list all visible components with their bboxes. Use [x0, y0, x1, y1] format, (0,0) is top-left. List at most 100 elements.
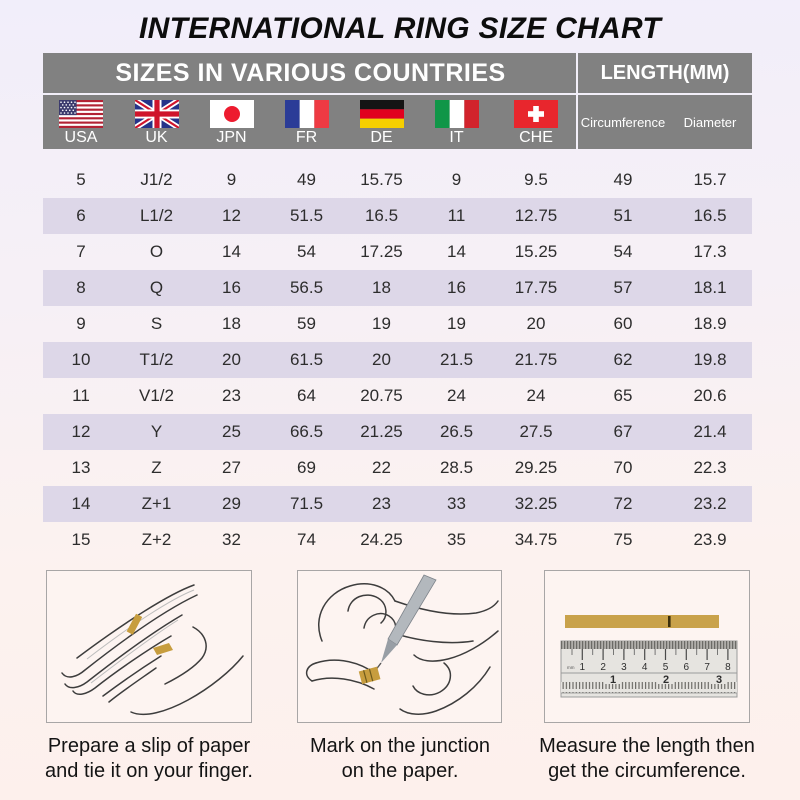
ring-size-table: SIZES IN VARIOUS COUNTRIES LENGTH(MM)	[43, 53, 752, 558]
table-cell: 12	[71, 422, 91, 441]
table-row: 9 S 18 59 19 19 20 60 18.9	[43, 306, 752, 342]
table-cell: 75	[613, 530, 633, 549]
table-cell: 18	[222, 314, 241, 333]
svg-text:8: 8	[725, 662, 731, 673]
country-label-jpn: JPN	[216, 129, 247, 146]
svg-text:3: 3	[621, 662, 627, 673]
table-cell: 19	[447, 314, 466, 333]
table-cell: 16.5	[364, 206, 399, 225]
table-cell: 29.25	[514, 458, 558, 477]
table-cell: 32.25	[514, 494, 558, 513]
table-cell: 17.3	[693, 242, 727, 261]
instruction-caption-1: Prepare a slip of paper and tie it on yo…	[19, 734, 279, 784]
svg-text:6: 6	[684, 662, 690, 673]
table-cell: 20.75	[360, 386, 403, 405]
table-cell: 20	[526, 314, 546, 333]
flag-germany-icon	[359, 100, 404, 128]
table-cell: 21.25	[360, 422, 403, 441]
caption-line: on the paper.	[341, 760, 459, 782]
table-cell: 21.75	[514, 350, 558, 369]
table-cell: Q	[149, 278, 164, 297]
table-cell: 5	[76, 170, 86, 189]
table-cell: 27.5	[519, 422, 553, 441]
table-cell: 14	[222, 242, 241, 261]
country-label-uk: UK	[145, 129, 168, 146]
table-cell: 23	[222, 386, 241, 405]
table-cell: 67	[613, 422, 633, 441]
svg-text:mm: mm	[567, 665, 575, 670]
table-row: 10 T1/2 20 61.5 20 21.5 21.75 62 19.8	[43, 342, 752, 378]
table-row: 15 Z+2 32 74 24.25 35 34.75 75 23.9	[43, 522, 752, 558]
table-body: 5 J1/2 9 49 15.75 9 9.5 49 15.7 6 L1/2 12 51.5 16.5 11…	[43, 162, 752, 558]
table-cell: 64	[297, 386, 316, 405]
table-cell: 24	[526, 386, 546, 405]
table-header-groups: SIZES IN VARIOUS COUNTRIES LENGTH(MM)	[43, 53, 752, 95]
table-cell: 18.1	[693, 278, 727, 297]
table-cell: 32	[222, 530, 241, 549]
table-cell: 29	[222, 494, 241, 513]
table-row: 11 V1/2 23 64 20.75 24 24 65 20.6	[43, 378, 752, 414]
table-cell: 13	[71, 458, 91, 477]
column-header-it: IT	[419, 95, 494, 149]
table-cell: 17.75	[514, 278, 558, 297]
table-cell: 15	[71, 530, 91, 549]
table-cell: 15.7	[693, 170, 727, 189]
countries-group-header: SIZES IN VARIOUS COUNTRIES	[115, 58, 506, 87]
flag-switzerland-icon	[514, 100, 558, 128]
table-cell: 49	[297, 170, 316, 189]
table-cell: 21.5	[439, 350, 474, 369]
table-cell: 24.25	[360, 530, 403, 549]
caption-line: get the circumference.	[548, 760, 746, 782]
table-cell: 61.5	[289, 350, 324, 369]
table-cell: 21.4	[693, 422, 727, 441]
table-cell: J1/2	[140, 170, 173, 189]
table-cell: 18	[372, 278, 391, 297]
flag-italy-icon	[434, 100, 479, 128]
table-cell: 57	[613, 278, 633, 297]
svg-text:3: 3	[716, 674, 722, 686]
svg-text:2: 2	[600, 662, 606, 673]
table-cell: 19.8	[693, 350, 727, 369]
column-header-jpn: JPN	[194, 95, 269, 149]
table-cell: 14	[71, 494, 91, 513]
country-label-de: DE	[370, 129, 393, 146]
table-cell: 54	[297, 242, 316, 261]
table-cell: 74	[297, 530, 316, 549]
caption-line: and tie it on your finger.	[45, 760, 253, 782]
flag-uk-icon	[134, 100, 179, 128]
table-cell: 35	[447, 530, 466, 549]
table-cell: 11	[447, 206, 466, 225]
table-column-header-row: USA UK JPN	[43, 95, 752, 149]
caption-line: Prepare a slip of paper	[47, 735, 251, 757]
table-cell: 9	[226, 170, 237, 189]
table-cell: 15.25	[514, 242, 558, 261]
table-cell: 19	[372, 314, 391, 333]
table-cell: 9	[451, 170, 462, 189]
instruction-box-2	[297, 570, 502, 723]
table-row: 5 J1/2 9 49 15.75 9 9.5 49 15.7	[43, 162, 752, 198]
table-row: 14 Z+1 29 71.5 23 33 32.25 72 23.2	[43, 486, 752, 522]
table-cell: Z	[151, 458, 162, 477]
table-cell: 54	[613, 242, 633, 261]
caption-line: Measure the length then	[539, 735, 755, 757]
table-cell: Y	[150, 422, 163, 441]
table-cell: 6	[76, 206, 86, 225]
table-row: 7 O 14 54 17.25 14 15.25 54 17.3	[43, 234, 752, 270]
table-cell: 24	[447, 386, 466, 405]
header-vertical-divider	[576, 53, 578, 149]
svg-text:1: 1	[580, 662, 586, 673]
instruction-caption-3: Measure the length then get the circumfe…	[522, 734, 772, 784]
svg-text:2: 2	[663, 674, 669, 686]
table-row: 12 Y 25 66.5 21.25 26.5 27.5 67 21.4	[43, 414, 752, 450]
country-label-usa: USA	[64, 129, 98, 146]
table-cell: 59	[297, 314, 316, 333]
table-cell: 71.5	[289, 494, 324, 513]
table-cell: 10	[71, 350, 91, 369]
svg-text:7: 7	[704, 662, 710, 673]
svg-text:1: 1	[610, 674, 616, 686]
table-cell: 12.75	[514, 206, 558, 225]
table-cell: V1/2	[139, 386, 174, 405]
table-cell: 9	[76, 314, 86, 333]
